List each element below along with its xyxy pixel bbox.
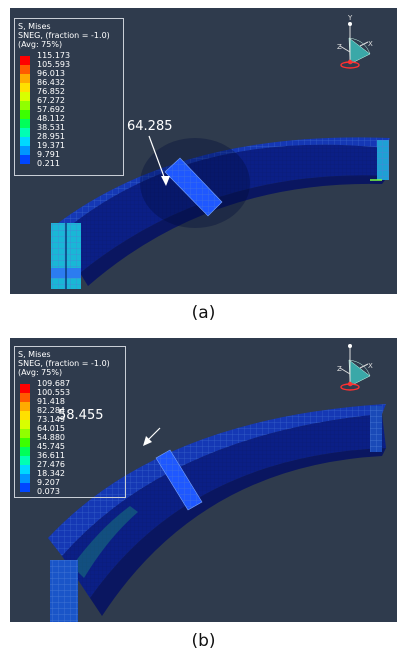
- legend-avg: (Avg: 75%): [18, 368, 63, 377]
- color-band: [20, 483, 30, 492]
- legend-value: 48.112: [37, 114, 65, 123]
- axis-label-x: X: [368, 362, 373, 370]
- color-band: [20, 474, 30, 483]
- axis-label-z: Z: [337, 43, 342, 51]
- legend-value: 54.880: [37, 433, 65, 442]
- orientation-triad-a: Y Z X: [337, 14, 373, 69]
- color-band: [20, 438, 30, 447]
- legend-b: S, Mises SNEG, (fraction = -1.0) (Avg: 7…: [14, 346, 126, 498]
- beam-model-b: Z X: [48, 344, 386, 622]
- color-band: [20, 110, 30, 119]
- legend-value: 105.593: [37, 60, 71, 69]
- legend-header-b: S, Mises SNEG, (fraction = -1.0) (Avg: 7…: [18, 350, 110, 377]
- color-band: [20, 92, 30, 101]
- legend-subtitle: SNEG, (fraction = -1.0): [18, 31, 110, 40]
- legend-value: 82.284: [37, 406, 65, 415]
- color-band: [20, 128, 30, 137]
- legend-a: S, Mises SNEG, (fraction = -1.0) (Avg: 7…: [14, 18, 124, 176]
- legend-value: 76.852: [37, 87, 65, 96]
- legend-value: 100.553: [37, 388, 71, 397]
- axis-label-y: Y: [347, 14, 353, 22]
- legend-header-a: S, Mises SNEG, (fraction = -1.0) (Avg: 7…: [18, 22, 110, 49]
- color-band: [20, 101, 30, 110]
- legend-value: 19.371: [37, 141, 65, 150]
- annotation-value-a: 64.285: [127, 119, 173, 134]
- legend-value: 73.149: [37, 415, 65, 424]
- legend-title: S, Mises: [18, 350, 51, 359]
- color-band: [20, 393, 30, 402]
- color-band: [20, 402, 30, 411]
- color-band: [20, 456, 30, 465]
- contour-plot-b: Z X S, Mises SNEG, (fraction = -1.0) (Av…: [10, 338, 397, 622]
- color-band: [20, 447, 30, 456]
- legend-values-a: 115.173 105.593 96.013 86.432 76.852 67.…: [37, 51, 70, 168]
- legend-value: 96.013: [37, 69, 65, 78]
- color-scale-b: [20, 384, 30, 492]
- color-band: [20, 83, 30, 92]
- color-band: [20, 411, 30, 420]
- legend-value: 57.692: [37, 105, 65, 114]
- legend-value: 115.173: [37, 51, 71, 60]
- legend-avg: (Avg: 75%): [18, 40, 63, 49]
- axis-label-z: Z: [337, 365, 342, 373]
- color-band: [20, 155, 30, 164]
- caption-b: (b): [191, 631, 216, 651]
- color-band: [20, 119, 30, 128]
- legend-value: 18.342: [37, 469, 65, 478]
- legend-value: 67.272: [37, 96, 65, 105]
- color-band: [20, 56, 30, 65]
- legend-value: 38.531: [37, 123, 65, 132]
- legend-value: 36.611: [37, 451, 65, 460]
- axis-label-x: X: [368, 40, 373, 48]
- color-band: [20, 429, 30, 438]
- color-band: [20, 384, 30, 393]
- beam-model-a: Y Z X: [51, 14, 390, 289]
- legend-value: 64.015: [37, 424, 65, 433]
- legend-value: 45.745: [37, 442, 65, 451]
- color-band: [20, 137, 30, 146]
- legend-value: 86.432: [37, 78, 65, 87]
- color-band: [20, 465, 30, 474]
- color-band: [20, 146, 30, 155]
- legend-value: 0.073: [37, 487, 60, 496]
- annotation-arrow-a: [148, 135, 167, 183]
- annotation-value-b: 58.455: [58, 408, 104, 423]
- legend-value: 109.687: [37, 379, 71, 388]
- color-band: [20, 74, 30, 83]
- contour-plot-a: Y Z X S, Mises SNEG, (fraction = -1.0) (…: [10, 8, 397, 294]
- orientation-triad-b: Z X: [337, 344, 373, 391]
- legend-value: 9.791: [37, 150, 60, 159]
- color-band: [20, 65, 30, 74]
- legend-value: 27.476: [37, 460, 65, 469]
- caption-a: (a): [191, 303, 216, 323]
- legend-values-b: 109.687 100.553 91.418 82.284 73.149 64.…: [37, 379, 70, 496]
- color-band: [20, 420, 30, 429]
- legend-title: S, Mises: [18, 22, 51, 31]
- legend-value: 28.951: [37, 132, 65, 141]
- color-scale-a: [20, 56, 30, 164]
- legend-value: 9.207: [37, 478, 60, 487]
- legend-value: 91.418: [37, 397, 65, 406]
- legend-subtitle: SNEG, (fraction = -1.0): [18, 359, 110, 368]
- legend-value: 0.211: [37, 159, 60, 168]
